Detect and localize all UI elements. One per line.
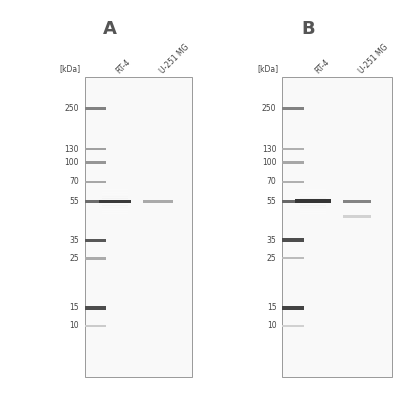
Bar: [85, 107, 106, 110]
Bar: [300, 198, 326, 199]
Bar: [343, 200, 371, 203]
Bar: [102, 209, 128, 210]
Text: B: B: [301, 20, 315, 38]
Text: 70: 70: [69, 178, 79, 186]
Text: [kDa]: [kDa]: [60, 64, 81, 73]
Text: 15: 15: [69, 303, 79, 312]
Bar: [282, 181, 304, 183]
Text: 10: 10: [69, 321, 79, 330]
Text: 35: 35: [69, 236, 79, 245]
Bar: [143, 200, 173, 203]
Text: 35: 35: [267, 236, 276, 245]
Text: 25: 25: [267, 254, 276, 263]
Text: 15: 15: [267, 303, 276, 312]
Bar: [99, 200, 131, 203]
Text: 10: 10: [267, 321, 276, 330]
Bar: [85, 77, 192, 377]
Bar: [85, 238, 106, 242]
Text: 55: 55: [267, 197, 276, 206]
Bar: [102, 205, 128, 206]
Bar: [282, 257, 304, 259]
Bar: [282, 238, 304, 242]
Bar: [282, 200, 304, 203]
Bar: [85, 148, 106, 150]
Text: 130: 130: [64, 144, 79, 154]
Bar: [300, 200, 326, 201]
Bar: [300, 205, 326, 206]
Bar: [300, 207, 326, 208]
Bar: [282, 77, 392, 377]
Bar: [282, 306, 304, 310]
Bar: [282, 107, 304, 110]
Text: RT-4: RT-4: [313, 57, 331, 75]
Text: 130: 130: [262, 144, 276, 154]
Bar: [85, 200, 106, 203]
Bar: [102, 200, 128, 201]
Text: 70: 70: [267, 178, 276, 186]
Text: U-251 MG: U-251 MG: [158, 42, 191, 75]
Text: U-251 MG: U-251 MG: [357, 42, 390, 75]
Bar: [282, 325, 304, 327]
Bar: [85, 257, 106, 260]
Bar: [102, 196, 128, 197]
Bar: [282, 161, 304, 164]
Text: [kDa]: [kDa]: [257, 64, 278, 73]
Bar: [102, 198, 128, 199]
Bar: [300, 196, 326, 197]
Bar: [85, 181, 106, 183]
Bar: [296, 200, 331, 203]
Bar: [300, 202, 326, 204]
Text: 250: 250: [262, 104, 276, 113]
Text: 250: 250: [64, 104, 79, 113]
Text: RT-4: RT-4: [115, 57, 133, 75]
Bar: [282, 148, 304, 150]
Bar: [343, 215, 371, 218]
Bar: [85, 324, 106, 327]
Bar: [102, 211, 128, 212]
Bar: [85, 306, 106, 310]
Bar: [300, 211, 326, 212]
Bar: [102, 194, 128, 195]
Bar: [102, 202, 128, 204]
Text: 100: 100: [262, 158, 276, 167]
Text: A: A: [103, 20, 116, 38]
Bar: [85, 161, 106, 164]
Text: 100: 100: [64, 158, 79, 167]
Bar: [300, 194, 326, 195]
Text: 55: 55: [69, 197, 79, 206]
Text: 25: 25: [69, 254, 79, 263]
Bar: [102, 207, 128, 208]
Bar: [300, 209, 326, 210]
